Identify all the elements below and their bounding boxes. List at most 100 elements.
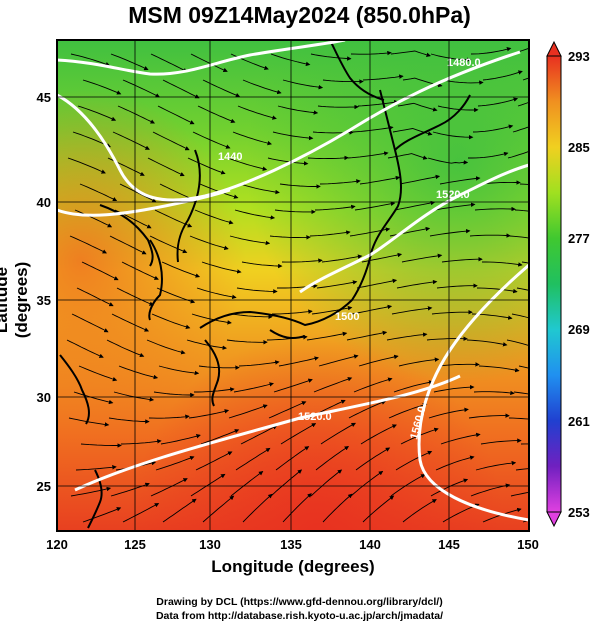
streamline-arrow bbox=[157, 105, 195, 125]
contour-label-1480: 1480.0 bbox=[447, 57, 481, 69]
streamline-arrow bbox=[197, 105, 236, 123]
streamline-arrow bbox=[316, 280, 358, 289]
colorbar-top-arrow bbox=[546, 40, 562, 57]
streamline-arrow bbox=[121, 261, 159, 280]
streamline-arrow bbox=[314, 204, 356, 211]
streamline-arrow bbox=[309, 230, 351, 237]
streamline-arrow bbox=[196, 287, 237, 300]
streamline-arrow bbox=[402, 499, 437, 523]
streamline-arrow bbox=[511, 313, 529, 319]
streamline-arrow bbox=[192, 131, 231, 149]
streamline-arrow bbox=[358, 354, 399, 367]
streamline-arrow bbox=[431, 309, 473, 315]
streamline-arrow bbox=[201, 261, 242, 274]
x-tick-label: 150 bbox=[517, 537, 539, 552]
streamline-arrow bbox=[321, 254, 363, 263]
streamline-arrow bbox=[234, 209, 276, 220]
y-axis-label: Latitude (degrees) bbox=[0, 261, 31, 339]
drawing-credit: Drawing by DCL (https://www.gfd-dennou.o… bbox=[156, 596, 443, 608]
streamline-arrow bbox=[507, 150, 529, 159]
x-tick-label: 145 bbox=[438, 537, 460, 552]
streamline-arrow bbox=[106, 339, 145, 358]
streamline-arrow bbox=[390, 50, 431, 57]
streamline-arrow bbox=[120, 439, 162, 445]
streamline-arrow bbox=[162, 498, 197, 523]
streamline-arrow bbox=[119, 183, 157, 203]
streamline-arrow bbox=[399, 174, 441, 185]
streamline-arrow bbox=[318, 354, 359, 367]
streamline-arrow bbox=[480, 438, 522, 445]
data-credit: Data from http://database.rish.kyoto-u.a… bbox=[155, 610, 444, 622]
streamline-arrow bbox=[79, 183, 118, 202]
contour-label-1520-north: 1520.0 bbox=[436, 189, 470, 201]
streamline-arrow bbox=[398, 357, 440, 367]
streamline-arrow bbox=[391, 306, 433, 315]
x-tick-label: 120 bbox=[46, 537, 68, 552]
streamline-arrow bbox=[146, 339, 186, 355]
x-tick-label: 130 bbox=[199, 537, 221, 552]
streamline-arrow bbox=[436, 283, 478, 289]
x-axis-ticks: 120 125 130 135 140 145 150 bbox=[46, 537, 539, 552]
streamline-arrow bbox=[111, 313, 150, 332]
streamline-arrow bbox=[476, 287, 518, 294]
map-frame bbox=[56, 39, 530, 532]
streamline-arrow bbox=[186, 339, 227, 350]
x-axis-label: Longitude (degrees) bbox=[211, 557, 375, 576]
streamline-arrow bbox=[153, 391, 195, 398]
streamline-arrow bbox=[237, 105, 277, 120]
streamline-arrow bbox=[110, 53, 149, 71]
streamline-arrow bbox=[75, 465, 117, 471]
streamline-arrow bbox=[118, 365, 159, 380]
streamline-arrow bbox=[513, 391, 529, 395]
streamline-arrow bbox=[437, 105, 479, 113]
streamline-arrow bbox=[355, 447, 391, 471]
streamline-arrow bbox=[267, 157, 309, 166]
streamline-arrow bbox=[230, 470, 264, 497]
streamline-arrow bbox=[348, 400, 387, 419]
streamline-arrow bbox=[390, 474, 426, 497]
streamline-arrow bbox=[516, 287, 529, 291]
streamline-arrow bbox=[354, 201, 396, 211]
streamline-arrow bbox=[188, 409, 230, 419]
streamline-arrow bbox=[82, 79, 122, 95]
streamline-arrow bbox=[282, 493, 312, 523]
colorbar-tick-label: 269 bbox=[568, 322, 590, 337]
streamline-arrow bbox=[353, 377, 393, 393]
streamline-arrow bbox=[439, 176, 481, 185]
streamline-arrow bbox=[189, 235, 229, 250]
streamline-arrow bbox=[272, 309, 313, 315]
streamline-arrow bbox=[200, 429, 240, 445]
streamline-arrow bbox=[227, 157, 268, 171]
streamline-arrow bbox=[478, 365, 520, 373]
streamline-arrow bbox=[161, 261, 201, 278]
streamline-arrow bbox=[386, 332, 428, 341]
streamline-arrow bbox=[152, 131, 190, 151]
streamline-arrow bbox=[71, 313, 109, 333]
streamline-arrow bbox=[280, 423, 317, 445]
streamline-arrow bbox=[307, 155, 349, 161]
streamline-arrow bbox=[279, 183, 321, 189]
streamline-arrow bbox=[362, 495, 395, 523]
page-title: MSM 09Z14May2024 (850.0hPa) bbox=[128, 2, 471, 28]
streamline-arrow bbox=[440, 432, 481, 445]
streamline-arrow bbox=[150, 478, 188, 497]
streamline-arrow bbox=[350, 470, 384, 497]
streamline-arrow bbox=[70, 486, 112, 497]
y-axis-ticks: 25 30 35 40 45 bbox=[37, 90, 51, 494]
streamline-arrow bbox=[352, 125, 394, 133]
colorbar-tick-label: 253 bbox=[568, 505, 590, 520]
streamline-arrow bbox=[78, 365, 118, 382]
streamline-arrow bbox=[468, 413, 510, 419]
streamline-arrow bbox=[147, 157, 185, 177]
streamline-arrow bbox=[466, 339, 508, 347]
streamline-arrow bbox=[320, 422, 356, 445]
streamline-arrow bbox=[311, 305, 353, 315]
streamline-arrow bbox=[233, 382, 274, 393]
streamline-arrow bbox=[360, 424, 397, 445]
streamline-arrow bbox=[235, 447, 271, 471]
streamline-arrow bbox=[519, 183, 529, 185]
streamline-arrow bbox=[109, 235, 147, 255]
x-tick-label: 135 bbox=[280, 537, 302, 552]
streamline-arrow bbox=[319, 179, 361, 185]
streamline-arrow bbox=[242, 79, 282, 95]
